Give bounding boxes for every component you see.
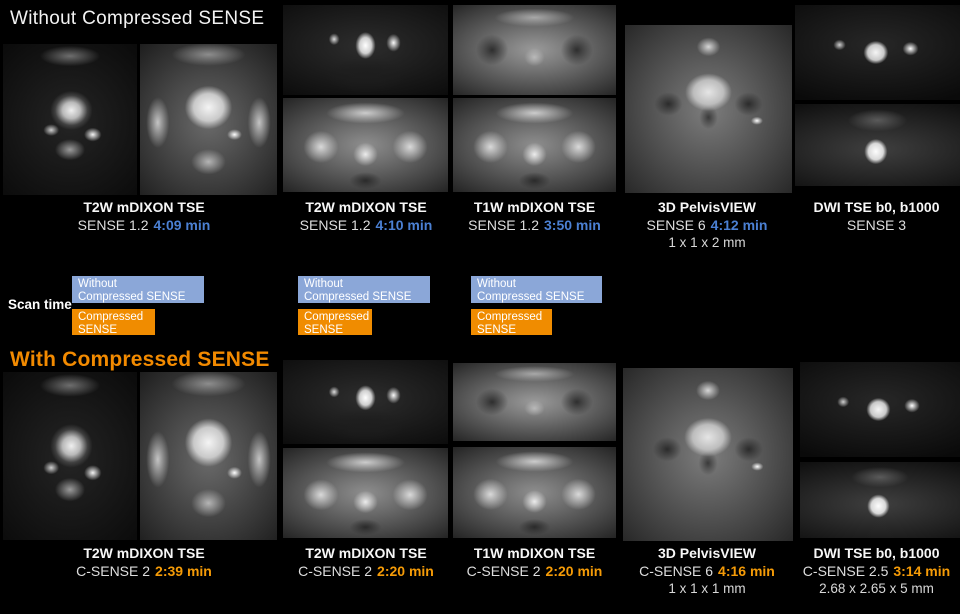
mri-bottom-t2w-axial-fatsat	[283, 360, 448, 444]
sense-factor: SENSE 1.2	[468, 217, 539, 233]
sequence-name: T2W mDIXON TSE	[305, 545, 427, 561]
caption-bottom-3d-pelvisview: 3D PelvisVIEW C-SENSE 6 4:16 min 1 x 1 x …	[621, 544, 793, 598]
sense-factor: C-SENSE 6	[639, 563, 714, 579]
caption-bottom-t2w-axial: T2W mDIXON TSE C-SENSE 2 2:20 min	[283, 544, 449, 580]
scan-time-value: 2:20 min	[545, 563, 603, 579]
sense-factor: C-SENSE 2.5	[802, 563, 889, 579]
scan-time-value: 2:39 min	[155, 563, 212, 579]
scan-time-label: Scan time	[8, 297, 72, 312]
sequence-name: T1W mDIXON TSE	[473, 199, 596, 215]
scan-time-value: 3:50 min	[544, 217, 601, 233]
caption-top-t2w-coronal: T2W mDIXON TSE SENSE 1.2 4:09 min	[10, 198, 278, 234]
caption-top-t2w-axial: T2W mDIXON TSE SENSE 1.2 4:10 min	[283, 198, 449, 234]
sequence-name: DWI TSE b0, b1000	[813, 199, 940, 215]
section-title-without-compressed-sense: Without Compressed SENSE	[10, 8, 265, 29]
sense-factor: C-SENSE 2	[298, 563, 373, 579]
scan-time-value: 4:09 min	[153, 217, 211, 233]
mri-top-3d-pelvisview	[625, 25, 792, 193]
scan-time-value: 3:14 min	[893, 563, 951, 579]
scan-time-bar-with-3: Compressed SENSE	[471, 309, 552, 335]
caption-bottom-dwi: DWI TSE b0, b1000 C-SENSE 2.5 3:14 min 2.…	[793, 544, 960, 598]
sequence-name: T2W mDIXON TSE	[83, 199, 205, 215]
mri-top-t2w-axial	[283, 98, 448, 192]
sense-factor: SENSE 1.2	[299, 217, 371, 233]
scan-time-bar-without-1: Without Compressed SENSE	[72, 276, 204, 303]
mri-bottom-dwi-b1000	[800, 362, 960, 457]
sense-factor: SENSE 6	[646, 217, 706, 233]
sequence-name: T2W mDIXON TSE	[83, 545, 205, 561]
sense-factor: SENSE 3	[846, 217, 907, 233]
scan-time-value: 4:12 min	[710, 217, 768, 233]
mri-top-t1w-axial-2	[453, 98, 616, 192]
sense-factor: SENSE 1.2	[77, 217, 149, 233]
mri-bottom-t1w-axial	[453, 363, 616, 441]
mri-bottom-dwi-b0	[800, 462, 960, 538]
scan-time-value: 4:16 min	[718, 563, 775, 579]
mri-bottom-t2w-coronal-fatsat	[3, 372, 137, 540]
caption-top-t1w-axial: T1W mDIXON TSE SENSE 1.2 3:50 min	[451, 198, 618, 234]
sense-factor: C-SENSE 2	[76, 563, 151, 579]
mri-bottom-t2w-axial	[283, 448, 448, 538]
caption-top-3d-pelvisview: 3D PelvisVIEW SENSE 6 4:12 min 1 x 1 x 2 …	[621, 198, 793, 252]
mri-top-t2w-axial-fatsat	[283, 5, 448, 95]
voxel-size: 2.68 x 2.65 x 5 mm	[819, 581, 934, 596]
scan-time-value: 2:20 min	[377, 563, 434, 579]
scan-time-bar-with-1: Compressed SENSE	[72, 309, 155, 335]
sense-factor: C-SENSE 2	[466, 563, 541, 579]
mri-bottom-t1w-axial-2	[453, 447, 616, 538]
caption-bottom-t1w-axial: T1W mDIXON TSE C-SENSE 2 2:20 min	[451, 544, 618, 580]
mri-top-t2w-coronal-fatsat	[3, 44, 137, 195]
scan-time-value: 4:10 min	[375, 217, 433, 233]
mri-bottom-t2w-coronal	[140, 372, 277, 540]
scan-time-bar-without-2: Without Compressed SENSE	[298, 276, 430, 303]
mri-top-dwi-b0	[795, 104, 960, 186]
caption-top-dwi: DWI TSE b0, b1000 SENSE 3	[793, 198, 960, 234]
sequence-name: 3D PelvisVIEW	[657, 199, 757, 215]
mri-top-t1w-axial	[453, 5, 616, 95]
caption-bottom-t2w-coronal: T2W mDIXON TSE C-SENSE 2 2:39 min	[10, 544, 278, 580]
mri-bottom-3d-pelvisview	[623, 368, 793, 541]
voxel-size: 1 x 1 x 2 mm	[668, 235, 746, 250]
sequence-name: DWI TSE b0, b1000	[813, 545, 940, 561]
section-title-with-compressed-sense: With Compressed SENSE	[10, 348, 270, 371]
mri-top-t2w-coronal	[140, 44, 277, 195]
voxel-size: 1 x 1 x 1 mm	[668, 581, 746, 596]
sequence-name: T2W mDIXON TSE	[305, 199, 427, 215]
scan-time-bar-without-3: Without Compressed SENSE	[471, 276, 602, 303]
sequence-name: 3D PelvisVIEW	[657, 545, 757, 561]
scan-time-bar-with-2: Compressed SENSE	[298, 309, 372, 335]
sequence-name: T1W mDIXON TSE	[473, 545, 596, 561]
mri-top-dwi-b1000	[795, 5, 960, 100]
